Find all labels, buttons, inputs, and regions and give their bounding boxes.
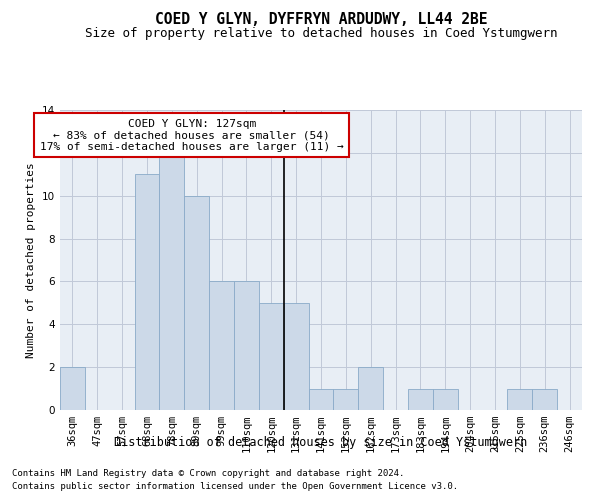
Bar (209, 282, 234, 410)
Bar (358, 367, 383, 410)
Bar (234, 282, 259, 410)
Bar (433, 388, 458, 410)
Y-axis label: Number of detached properties: Number of detached properties (26, 162, 37, 358)
Bar (160, 153, 184, 410)
Bar (334, 388, 358, 410)
Text: Distribution of detached houses by size in Coed Ystumgwern: Distribution of detached houses by size … (115, 436, 527, 449)
Text: COED Y GLYN: 127sqm
← 83% of detached houses are smaller (54)
17% of semi-detach: COED Y GLYN: 127sqm ← 83% of detached ho… (40, 118, 344, 152)
Bar (184, 196, 209, 410)
Bar (259, 303, 284, 410)
Text: Contains public sector information licensed under the Open Government Licence v3: Contains public sector information licen… (12, 482, 458, 491)
Bar (134, 174, 160, 410)
Bar (508, 388, 532, 410)
Bar (60, 367, 85, 410)
Bar (284, 303, 308, 410)
Text: COED Y GLYN, DYFFRYN ARDUDWY, LL44 2BE: COED Y GLYN, DYFFRYN ARDUDWY, LL44 2BE (155, 12, 487, 28)
Bar (532, 388, 557, 410)
Text: Contains HM Land Registry data © Crown copyright and database right 2024.: Contains HM Land Registry data © Crown c… (12, 468, 404, 477)
Bar (308, 388, 334, 410)
Bar (408, 388, 433, 410)
Text: Size of property relative to detached houses in Coed Ystumgwern: Size of property relative to detached ho… (85, 28, 557, 40)
